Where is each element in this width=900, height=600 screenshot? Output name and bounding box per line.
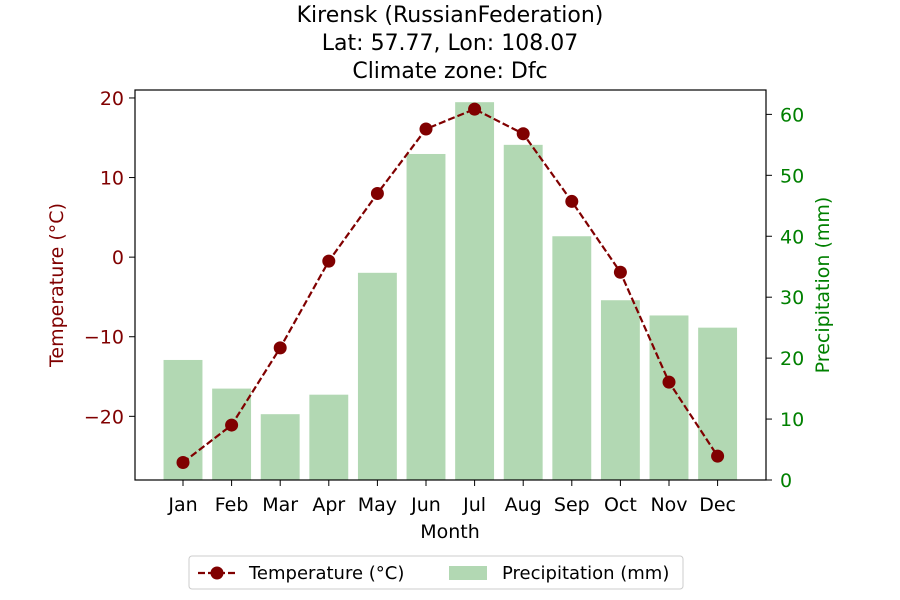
legend-temperature-marker bbox=[210, 566, 224, 580]
left-tick-label: −20 bbox=[84, 406, 124, 428]
right-tick-label: 20 bbox=[780, 348, 804, 370]
chart-title-line-1: Kirensk (RussianFederation) bbox=[297, 3, 604, 28]
left-y-axis-label: Temperature (°C) bbox=[46, 203, 68, 368]
temperature-point-oct bbox=[613, 265, 627, 279]
x-tick-label: Dec bbox=[699, 494, 736, 516]
precipitation-bar-oct bbox=[600, 300, 640, 480]
temperature-point-may bbox=[370, 186, 384, 200]
temperature-line bbox=[182, 107, 719, 464]
plot-frame bbox=[134, 89, 767, 481]
precipitation-bar-apr bbox=[309, 394, 349, 480]
chart-title-line-3: Climate zone: Dfc bbox=[352, 59, 547, 84]
left-tick-label: 10 bbox=[100, 168, 124, 190]
right-tick-label: 30 bbox=[780, 287, 804, 309]
temperature-point-sep bbox=[565, 194, 579, 208]
x-tick-label: Aug bbox=[505, 494, 542, 516]
temperature-point-mar bbox=[273, 341, 287, 355]
right-tick-label: 10 bbox=[780, 409, 804, 431]
temperature-point-jan bbox=[176, 455, 190, 469]
legend-precipitation-swatch bbox=[449, 566, 487, 580]
x-tick-label: Jul bbox=[462, 494, 486, 516]
x-axis-label: Month bbox=[420, 521, 480, 543]
chart-title-line-2: Lat: 57.77, Lon: 108.07 bbox=[322, 31, 578, 56]
x-tick-label: Feb bbox=[215, 494, 249, 516]
legend-temperature-label: Temperature (°C) bbox=[248, 563, 404, 584]
x-tick-label: Jan bbox=[167, 494, 197, 516]
left-tick-label: 0 bbox=[112, 247, 124, 269]
precipitation-bars bbox=[163, 102, 738, 480]
right-tick-label: 0 bbox=[780, 470, 792, 492]
temperature-point-nov bbox=[662, 375, 676, 389]
right-y-axis-ticks: 0 10 20 30 40 50 60 bbox=[766, 104, 804, 492]
precipitation-bar-may bbox=[357, 272, 397, 480]
precipitation-bar-mar bbox=[260, 414, 300, 480]
legend-precipitation-label: Precipitation (mm) bbox=[502, 563, 669, 584]
temperature-point-apr bbox=[322, 254, 336, 268]
temperature-series bbox=[176, 102, 725, 469]
chart-title: Kirensk (RussianFederation) Lat: 57.77, … bbox=[297, 3, 604, 84]
left-tick-label: 20 bbox=[100, 88, 124, 110]
x-tick-label: Apr bbox=[312, 494, 345, 516]
temperature-point-jul bbox=[468, 102, 482, 116]
x-tick-label: Sep bbox=[554, 494, 590, 516]
left-y-axis-ticks: 20 10 0 −10 −20 bbox=[84, 88, 135, 428]
x-tick-label: Nov bbox=[650, 494, 687, 516]
x-axis-ticks: Jan Feb Mar Apr May Jun Jul Aug Sep Oct Nov Dec bbox=[167, 480, 736, 516]
right-y-axis-label: Precipitation (mm) bbox=[812, 197, 834, 374]
x-tick-label: Mar bbox=[262, 494, 298, 516]
right-tick-label: 40 bbox=[780, 226, 804, 248]
temperature-point-feb bbox=[225, 418, 239, 432]
precipitation-bar-nov bbox=[649, 315, 689, 480]
precipitation-bar-jun bbox=[406, 153, 446, 480]
x-tick-label: Oct bbox=[604, 494, 637, 516]
right-tick-label: 50 bbox=[780, 165, 804, 187]
right-tick-label: 60 bbox=[780, 104, 804, 126]
temperature-point-jun bbox=[419, 122, 433, 136]
x-tick-label: May bbox=[358, 494, 397, 516]
x-tick-label: Jun bbox=[410, 494, 441, 516]
precipitation-bar-aug bbox=[503, 144, 543, 480]
legend-box bbox=[188, 555, 684, 590]
precipitation-bar-sep bbox=[552, 236, 592, 480]
legend: Temperature (°C) Precipitation (mm) bbox=[188, 555, 684, 590]
temperature-point-dec bbox=[711, 449, 725, 463]
left-tick-label: −10 bbox=[84, 327, 124, 349]
temperature-point-aug bbox=[516, 127, 530, 141]
precipitation-bar-jul bbox=[455, 102, 495, 480]
